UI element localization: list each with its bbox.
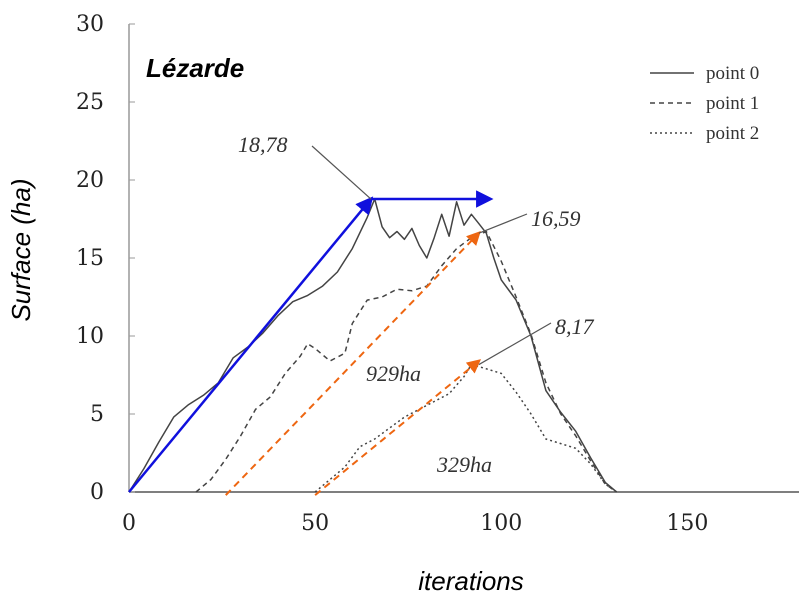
- annotation-leaders: [311, 145, 552, 366]
- x-axis-label: iterations: [418, 566, 524, 596]
- x-tick-label-0: 0: [122, 511, 136, 536]
- rise-arrow: [128, 196, 374, 493]
- legend-label-point-1: point 1: [706, 93, 759, 114]
- legend: point 0 point 1 point 2: [636, 62, 784, 152]
- tick-labels: 0 50 100 150 0 5 10 15 20 25 30: [76, 12, 708, 536]
- legend-label-point-0: point 0: [706, 63, 759, 84]
- legend-label-point-2: point 2: [706, 123, 759, 144]
- y-tick-label-15: 15: [76, 246, 104, 271]
- y-tick-label-20: 20: [76, 168, 104, 193]
- annotation-area-point2: 329ha: [436, 452, 492, 477]
- point1-arrow: [225, 231, 481, 496]
- y-tick-label-25: 25: [76, 90, 104, 115]
- legend-background: [636, 62, 784, 152]
- y-tick-label-10: 10: [76, 324, 104, 349]
- x-tick-label-100: 100: [480, 511, 522, 536]
- y-tick-label-0: 0: [90, 480, 104, 505]
- y-tick-label-30: 30: [76, 12, 104, 37]
- leader-point1: [478, 213, 528, 234]
- chart-title: Lézarde: [146, 53, 244, 83]
- annotation-point1: 16,59: [531, 206, 581, 231]
- leader-point2: [478, 322, 552, 366]
- annotation-peak: 18,78: [238, 132, 288, 157]
- annotation-point2: 8,17: [555, 314, 595, 339]
- y-axis-label: Surface (ha): [6, 178, 36, 321]
- x-tick-label-150: 150: [666, 511, 708, 536]
- series-line-point-0: [128, 198, 618, 493]
- x-tick-label-50: 50: [301, 511, 329, 536]
- arrow-overlays: [128, 190, 494, 496]
- y-tick-label-5: 5: [90, 402, 104, 427]
- leader-peak: [311, 145, 372, 200]
- series-line-point-1: [195, 230, 618, 493]
- title-background: [134, 46, 284, 98]
- series-layer: [128, 198, 618, 493]
- annotation-area-point1: 929ha: [366, 361, 421, 386]
